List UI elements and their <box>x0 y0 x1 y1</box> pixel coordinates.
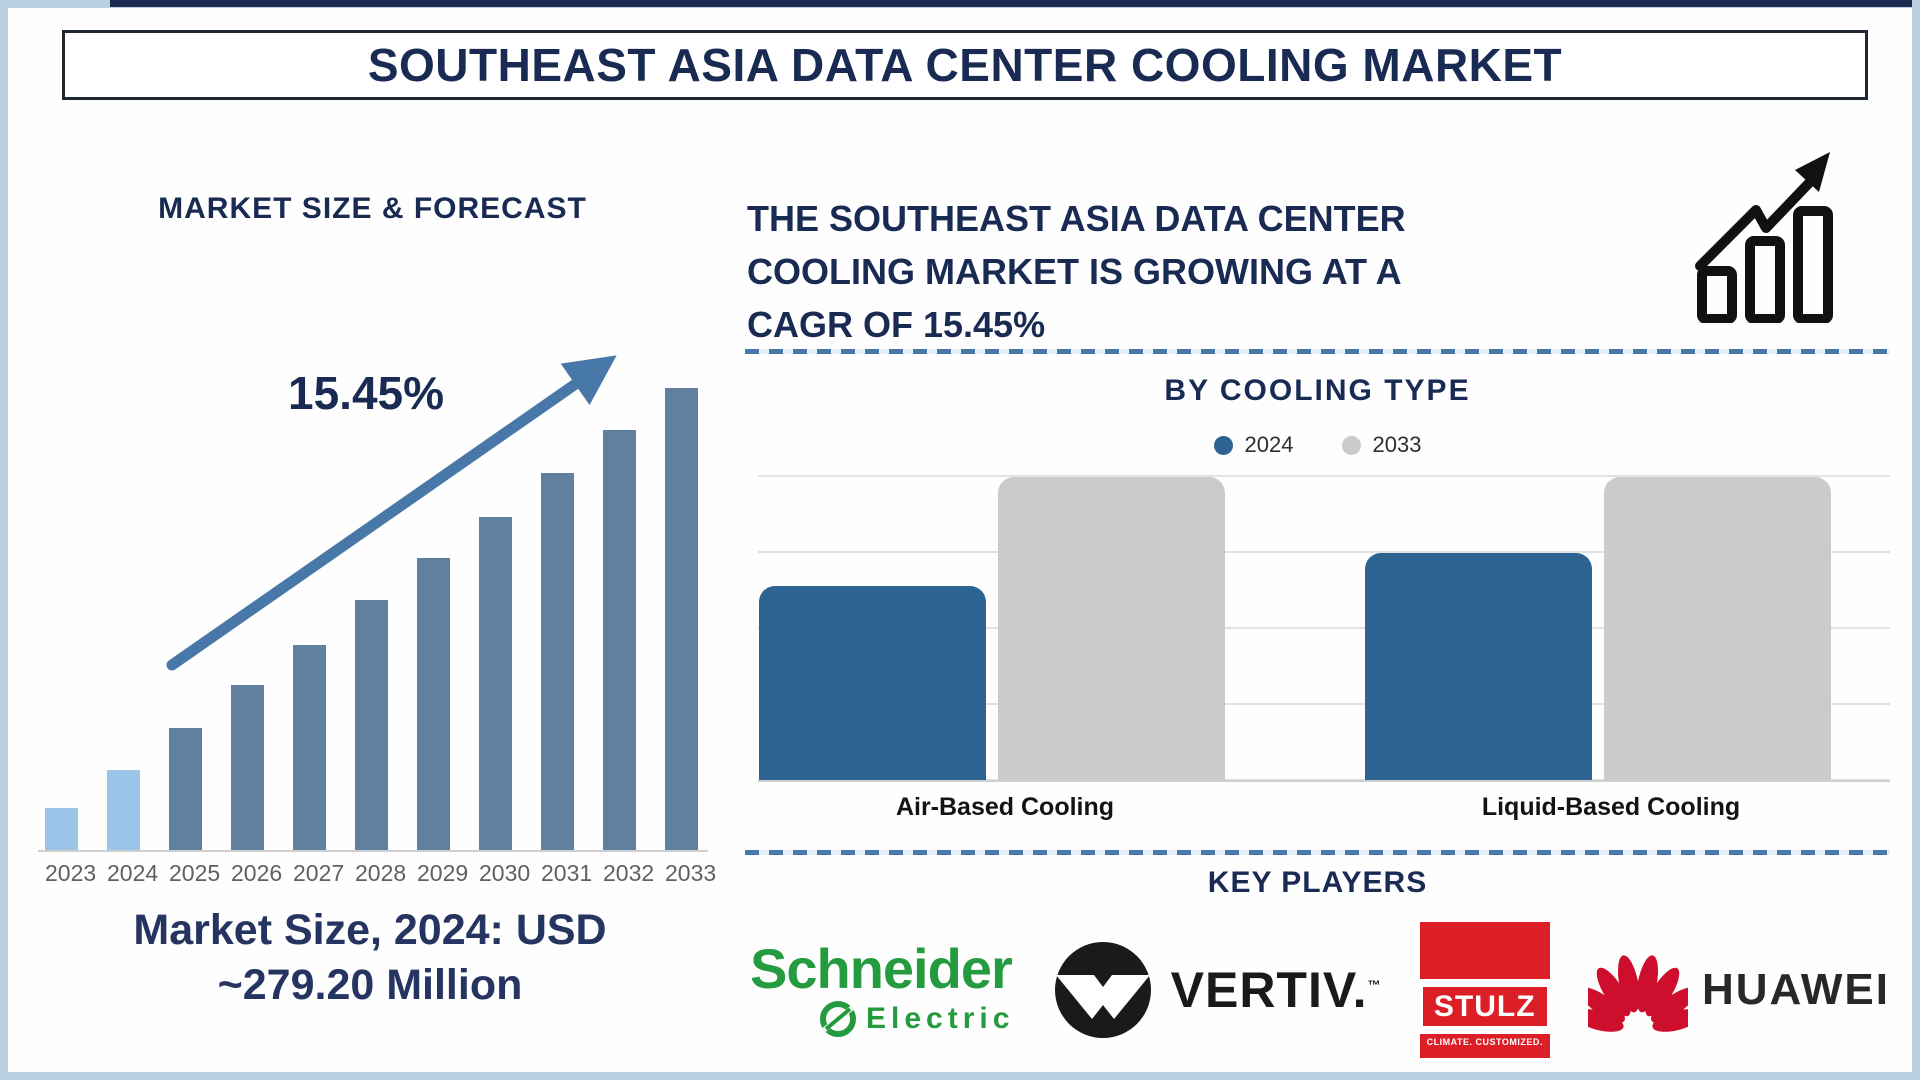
market-size-bar-2027 <box>293 645 326 850</box>
stulz-logo: STULZ CLIMATE. CUSTOMIZED. <box>1419 922 1550 1058</box>
year-label-2030: 2030 <box>479 860 531 886</box>
year-label-2033: 2033 <box>665 860 717 886</box>
growth-chart-icon <box>1695 152 1833 323</box>
year-label-2026: 2026 <box>231 860 283 886</box>
cagr-annotation: 15.45% <box>288 367 445 419</box>
market-size-bar-chart <box>45 388 700 850</box>
headline-line1: THE SOUTHEAST ASIA DATA CENTER <box>747 198 1406 239</box>
huawei-logo-text: HUAWEI <box>1701 965 1890 1014</box>
vertiv-circle-icon <box>1054 942 1151 1038</box>
year-label-2031: 2031 <box>541 860 593 886</box>
top-accent-line <box>110 0 1912 7</box>
schneider-electric-row: Electric <box>818 999 1014 1039</box>
market-size-bar-2025 <box>169 728 202 850</box>
legend-label-2033: 2033 <box>1372 432 1422 457</box>
market-size-bar-2024 <box>107 770 140 850</box>
year-label-2032: 2032 <box>603 860 655 886</box>
year-label-2029: 2029 <box>417 860 469 886</box>
schneider-loop-icon <box>820 1001 856 1037</box>
market-size-value-line2: ~279.20 Million <box>217 961 523 1010</box>
market-size-bar-2028 <box>355 600 388 850</box>
legend-item-2033: 2033 <box>1341 432 1422 458</box>
cooling-type-bar-chart <box>758 475 1890 782</box>
market-size-bar-2030 <box>479 517 512 850</box>
legend-label-2024: 2024 <box>1244 432 1294 457</box>
market-size-value-line1: Market Size, 2024: USD <box>133 906 607 954</box>
year-label-2024: 2024 <box>107 860 159 886</box>
market-size-year-labels: 2023 2024 2025 2026 2027 2028 2029 2030 2031 2032… <box>45 860 717 887</box>
year-label-2027: 2027 <box>293 860 345 886</box>
stulz-divider2 <box>1419 1029 1550 1034</box>
title-banner: SOUTHEAST ASIA DATA CENTER COOLING MARKE… <box>62 30 1868 100</box>
legend-dot-2024 <box>1213 435 1233 455</box>
year-label-2025: 2025 <box>169 860 221 886</box>
schneider-logo-text: Schneider <box>750 937 1013 1000</box>
year-label-2028: 2028 <box>355 860 407 886</box>
market-size-bar-2031 <box>541 473 574 850</box>
huawei-flower-icon <box>1587 954 1688 1032</box>
year-label-2023: 2023 <box>45 860 97 886</box>
headline-line3: CAGR OF 15.45% <box>747 304 1046 345</box>
dashed-divider-top <box>745 349 1890 354</box>
cooling-type-legend: 2024 2033 <box>745 432 1890 458</box>
trend-arrow-icon <box>166 355 617 671</box>
vertiv-logo-text: VERTIV.™ <box>1170 962 1382 1018</box>
stulz-logo-text: STULZ <box>1433 989 1536 1023</box>
cooling-bar-air-based-cooling-2024 <box>759 586 986 780</box>
headline-line2: COOLING MARKET IS GROWING AT A <box>747 251 1402 292</box>
market-size-bar-2026 <box>231 685 264 850</box>
market-size-bar-2023 <box>45 808 78 850</box>
legend-item-2024: 2024 <box>1213 432 1294 458</box>
market-size-value-text: Market Size, 2024: USD ~279.20 Million <box>40 903 700 1013</box>
page-title: SOUTHEAST ASIA DATA CENTER COOLING MARKE… <box>367 39 1563 91</box>
dashed-divider-bottom <box>745 850 1890 855</box>
market-size-bar-2032 <box>603 430 636 850</box>
key-players-title: KEY PLAYERS <box>1207 866 1428 899</box>
stulz-tagline-band: CLIMATE. CUSTOMIZED. <box>1419 1034 1550 1058</box>
schneider-electric-text: Electric <box>866 1002 1015 1035</box>
vertiv-trademark: ™ <box>1367 977 1382 993</box>
legend-dot-2033 <box>1341 435 1361 455</box>
market-size-bar-2033 <box>665 388 698 850</box>
key-players-logos: Schneider Electric VERTIV.™ STULZ <box>750 915 1890 1065</box>
cooling-bar-air-based-cooling-2033 <box>998 477 1225 780</box>
stulz-red-square <box>1419 922 1550 979</box>
stulz-name-band: STULZ <box>1419 984 1550 1029</box>
cooling-bar-liquid-based-cooling-2033 <box>1604 477 1831 780</box>
stulz-tagline-text: CLIMATE. CUSTOMIZED. <box>1426 1037 1543 1047</box>
cooling-bar-liquid-based-cooling-2024 <box>1365 553 1592 780</box>
huawei-logo: HUAWEI <box>1587 943 1890 1038</box>
stulz-divider <box>1419 979 1550 984</box>
market-size-bar-2029 <box>417 558 450 850</box>
market-size-x-axis <box>38 850 708 852</box>
market-size-chart-title: MARKET SIZE & FORECAST <box>158 192 587 225</box>
vertiv-logo: VERTIV.™ <box>1053 940 1382 1040</box>
category-label-air-based: Air-Based Cooling <box>895 793 1115 821</box>
category-label-liquid-based: Liquid-Based Cooling <box>1481 793 1741 821</box>
cagr-headline: THE SOUTHEAST ASIA DATA CENTER COOLING M… <box>747 192 1406 351</box>
cooling-type-chart-title: BY COOLING TYPE <box>1164 374 1471 407</box>
schneider-electric-logo: Schneider Electric <box>750 941 1014 1039</box>
